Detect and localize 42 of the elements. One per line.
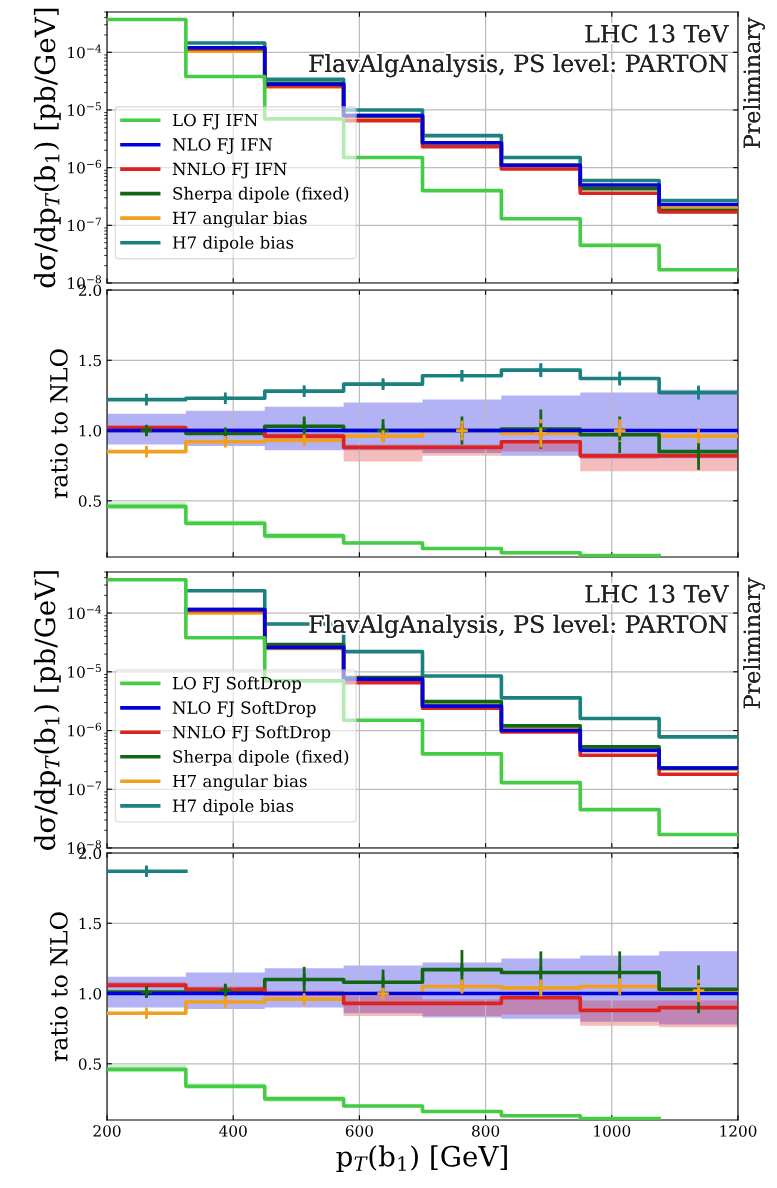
legend-label: H7 dipole bias	[172, 799, 294, 816]
y-tick-label: 10$^{−4}$	[68, 605, 102, 619]
annotation: LHC 13 TeV	[585, 584, 729, 603]
legend-label: H7 dipole bias	[172, 235, 294, 253]
y-axis-title: ratio to NLO	[49, 349, 68, 499]
annotation: LHC 13 TeV	[585, 24, 729, 43]
y-tick-label: 1.5	[79, 917, 101, 930]
y-tick-label: 10$^{−5}$	[68, 664, 101, 678]
legend-label: H7 angular bias	[172, 774, 307, 791]
x-tick-label: 400	[219, 1125, 247, 1137]
y-tick-label: 1.0	[79, 424, 102, 437]
y-tick-label: 10$^{−6}$	[68, 722, 102, 737]
legend-label: H7 angular bias	[172, 211, 307, 228]
x-tick-label: 200	[93, 1125, 121, 1137]
y-tick-label: 10$^{−5}$	[68, 102, 101, 116]
x-tick-label: 800	[472, 1125, 500, 1137]
y-tick-label: 1.0	[79, 987, 102, 1000]
y-axis-title: dσ/dp$_{T}$(b$_{1}$) [pb/GeV]	[33, 571, 61, 850]
legend-label: NLO FJ SoftDrop	[172, 701, 316, 718]
y-tick-label: 10$^{−7}$	[68, 781, 101, 796]
legend-label: Sherpa dipole (fixed)	[173, 186, 349, 203]
y-tick-label: 0.5	[78, 1058, 101, 1070]
y-tick-label: 1.5	[79, 354, 101, 367]
x-axis-title: p$_{T}$(b$_{1}$) [GeV]	[336, 1145, 507, 1173]
text: Preliminary	[743, 17, 765, 149]
y-axis-title: ratio to NLO	[49, 912, 68, 1062]
legend-label: LO FJ IFN	[172, 113, 258, 130]
y-axis-title: dσ/dp$_{T}$(b$_{1}$) [pb/GeV]	[33, 8, 61, 288]
y-tick-label: 10$^{−7}$	[68, 217, 101, 232]
x-tick-label: 600	[345, 1125, 373, 1137]
y-tick-label: 10$^{−6}$	[68, 159, 102, 174]
legend-label: LO FJ SoftDrop	[172, 676, 302, 693]
text: Preliminary	[743, 577, 765, 709]
x-tick-label: 1000	[594, 1125, 631, 1137]
y-tick-label: 0.5	[78, 495, 101, 507]
legend-label: Sherpa dipole (fixed)	[173, 749, 349, 767]
legend-label: NLO FJ IFN	[172, 138, 273, 154]
legend-label: NNLO FJ SoftDrop	[172, 725, 331, 742]
annotation: FlavAlgAnalysis, PS level: PARTON	[309, 54, 728, 78]
y-tick-label: 10$^{−4}$	[68, 44, 102, 59]
x-tick-label: 1200	[720, 1125, 757, 1137]
legend-label: NNLO FJ IFN	[172, 162, 287, 179]
